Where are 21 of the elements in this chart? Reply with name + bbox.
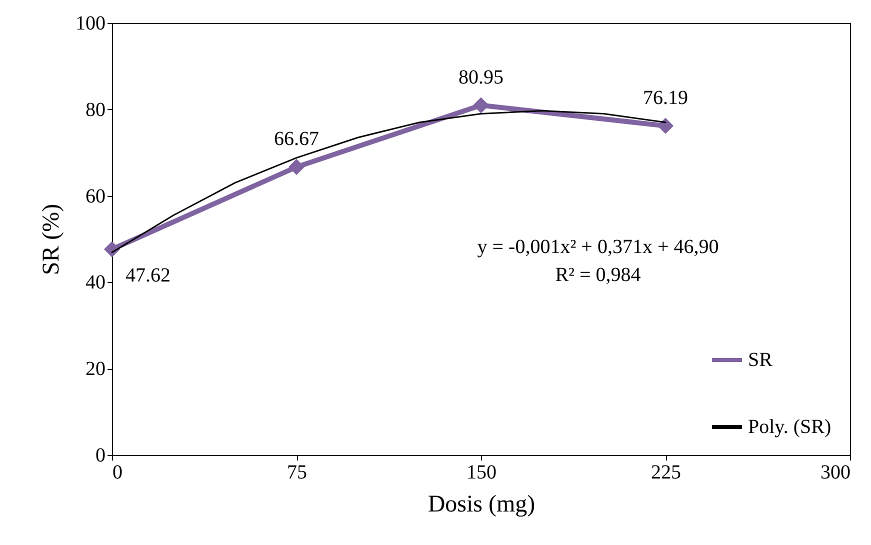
- data-label: 80.95: [458, 66, 504, 88]
- data-label: 76.19: [643, 86, 688, 109]
- annotation: R² = 0,984: [555, 264, 641, 286]
- x-tick-label: 0: [112, 462, 122, 484]
- legend-label: SR: [748, 349, 774, 371]
- x-tick-label: 150: [466, 462, 496, 484]
- y-tick-label: 60: [86, 185, 106, 208]
- data-label: 66.67: [274, 128, 319, 150]
- y-tick-label: 100: [76, 12, 106, 34]
- legend-label: Poly. (SR): [748, 416, 832, 438]
- x-tick-label: 75: [287, 462, 307, 484]
- x-tick-label: 225: [651, 462, 681, 484]
- annotation: y = -0,001x² + 0,371x + 46,90: [477, 236, 719, 258]
- y-tick-label: 40: [86, 272, 106, 294]
- y-tick-label: 20: [86, 358, 106, 380]
- y-axis-title: SR (%): [38, 204, 64, 276]
- x-tick-label: 300: [820, 462, 850, 484]
- x-axis-title: Dosis (mg): [428, 492, 536, 518]
- data-label: 47.62: [126, 264, 170, 286]
- y-tick-label: 80: [86, 98, 106, 121]
- y-tick-label: 0: [96, 444, 106, 466]
